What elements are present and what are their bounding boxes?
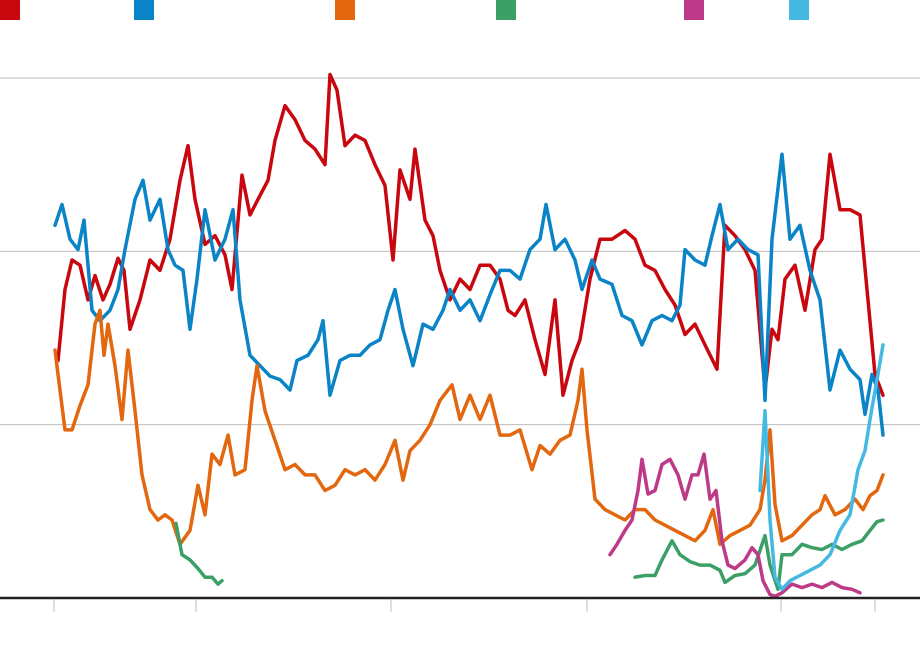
legend-swatch	[0, 0, 20, 20]
legend-swatch	[684, 0, 704, 20]
series-line	[633, 518, 885, 592]
series-line	[56, 72, 885, 397]
series-line	[53, 308, 885, 547]
legend-swatch	[134, 0, 154, 20]
legend-swatch	[789, 0, 809, 20]
series-line	[53, 152, 885, 437]
series-line	[174, 521, 224, 586]
series-line	[758, 343, 885, 592]
series-line	[608, 452, 862, 599]
legend-swatch	[335, 0, 355, 20]
legend-swatch	[496, 0, 516, 20]
